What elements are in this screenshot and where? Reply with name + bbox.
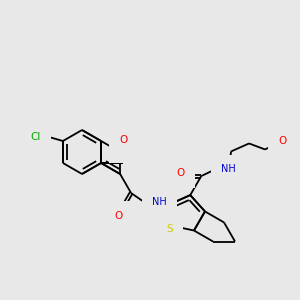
Text: O: O — [114, 211, 122, 221]
Text: Cl: Cl — [31, 132, 41, 142]
Text: O: O — [176, 168, 185, 178]
Text: O: O — [278, 136, 286, 146]
Text: O: O — [119, 135, 127, 145]
Text: S: S — [166, 224, 173, 234]
Text: NH: NH — [221, 164, 236, 175]
Text: O: O — [119, 143, 127, 153]
Text: NH: NH — [152, 197, 167, 207]
